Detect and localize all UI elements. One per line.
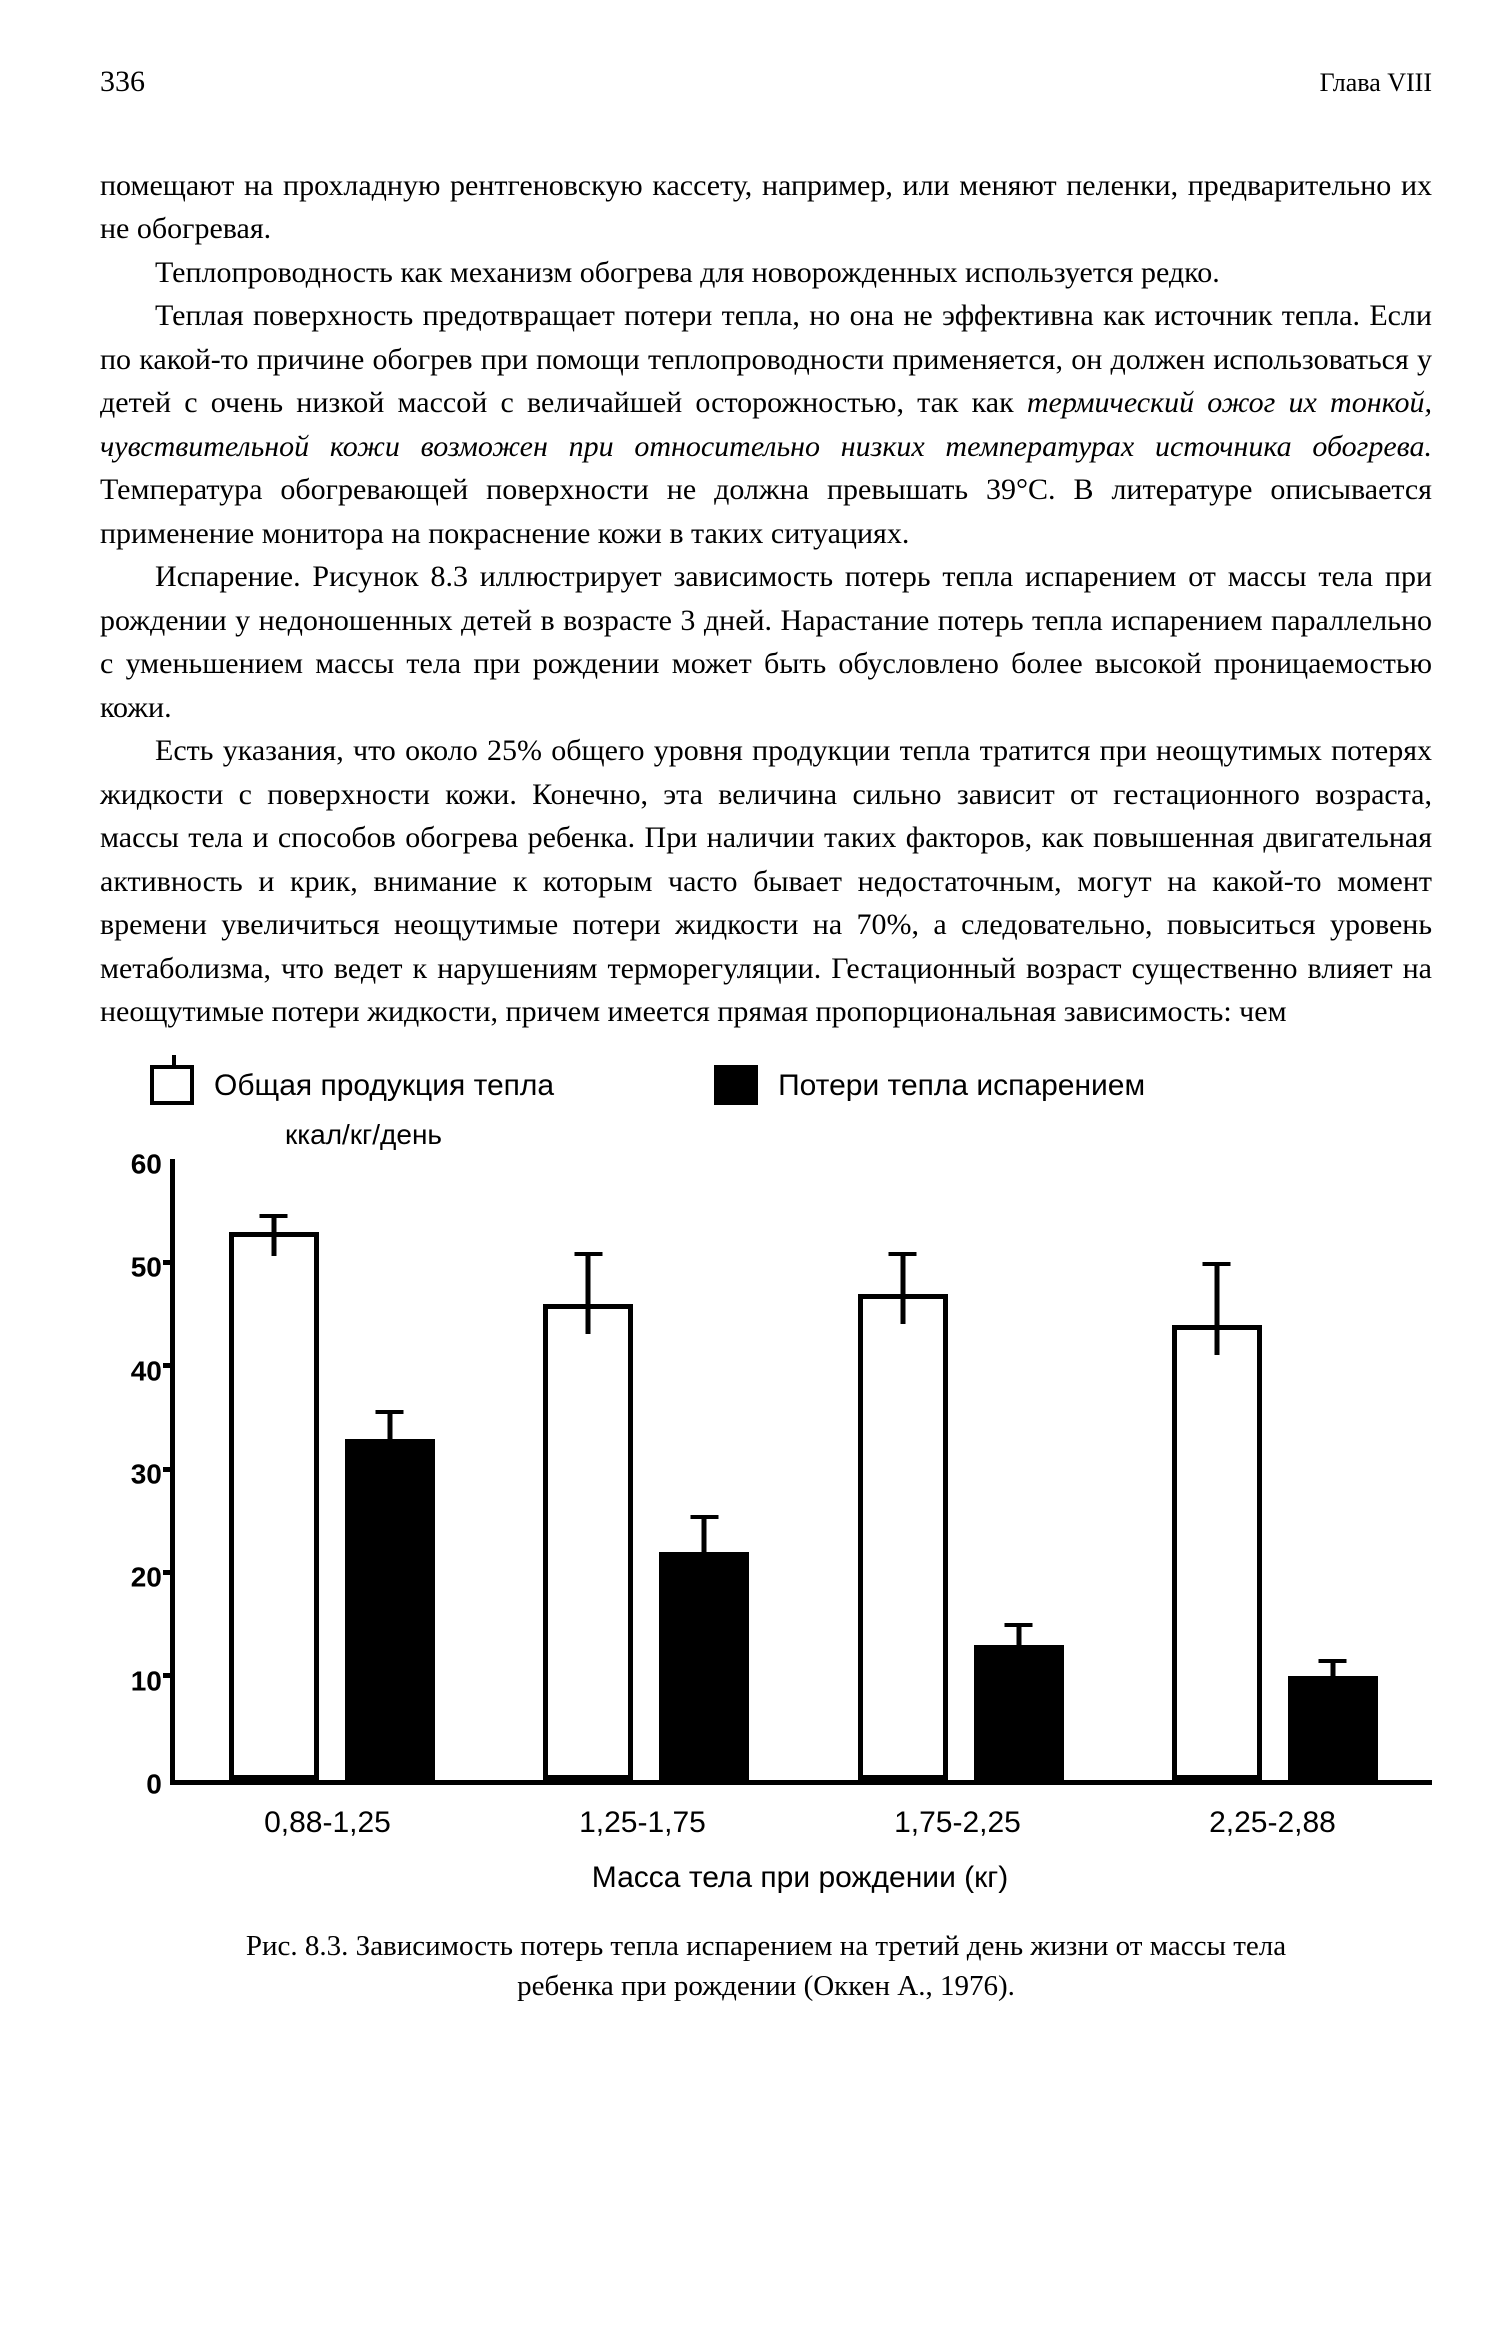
bar-total-heat (543, 1304, 633, 1779)
paragraph-1: помещают на прохладную рентгеновскую кас… (100, 164, 1432, 251)
y-tick-label: 20 (102, 1558, 162, 1599)
x-tick-label: 1,25-1,75 (498, 1801, 788, 1845)
bar-group (187, 1232, 476, 1780)
error-bar (387, 1410, 392, 1462)
y-tick-mark (163, 1260, 175, 1265)
bar-total-heat (858, 1294, 948, 1780)
y-tick-label: 10 (102, 1661, 162, 1702)
bar-chart (170, 1160, 1432, 1785)
y-tick-label: 50 (102, 1248, 162, 1289)
y-tick-label: 30 (102, 1454, 162, 1495)
bar-group (1130, 1325, 1419, 1780)
y-axis-unit: ккал/кг/день (285, 1115, 1432, 1156)
error-bar (271, 1214, 276, 1255)
chart-row: 0102030405060 (100, 1160, 1432, 1785)
legend-swatch-open (150, 1065, 194, 1105)
caption-line-1: Рис. 8.3. Зависимость потерь тепла испар… (246, 1930, 1286, 1962)
y-axis: 0102030405060 (100, 1165, 170, 1785)
y-tick-mark (163, 1363, 175, 1368)
bar-evaporation-loss (1288, 1676, 1378, 1779)
body-text: помещают на прохладную рентгеновскую кас… (100, 164, 1432, 1034)
error-bar (900, 1252, 905, 1324)
x-tick-label: 2,25-2,88 (1128, 1801, 1418, 1845)
paragraph-5: Есть указания, что около 25% общего уров… (100, 729, 1432, 1034)
bar-groups (175, 1160, 1432, 1780)
legend-label-1: Общая продукция тепла (214, 1064, 554, 1108)
y-tick-mark (163, 1570, 175, 1575)
error-bar (1016, 1623, 1021, 1664)
bar-group (816, 1294, 1105, 1780)
error-bar (702, 1515, 707, 1577)
legend-swatch-filled (714, 1065, 758, 1105)
paragraph-3: Теплая поверхность предотвращает потери … (100, 294, 1432, 555)
y-tick-label: 40 (102, 1351, 162, 1392)
bar-evaporation-loss (659, 1552, 749, 1779)
x-tick-label: 1,75-2,25 (813, 1801, 1103, 1845)
paragraph-2: Теплопроводность как механизм обогрева д… (100, 251, 1432, 295)
error-bar (1214, 1262, 1219, 1355)
chart-legend: Общая продукция тепла Потери тепла испар… (150, 1064, 1432, 1108)
bar-evaporation-loss (345, 1439, 435, 1780)
y-tick-mark (163, 1673, 175, 1678)
y-tick-mark (163, 1467, 175, 1472)
bar-evaporation-loss (974, 1645, 1064, 1779)
bar-total-heat (229, 1232, 319, 1780)
paragraph-3c: Температура обогревающей поверхности не … (100, 473, 1432, 550)
x-tick-label: 0,88-1,25 (183, 1801, 473, 1845)
x-axis-title: Масса тела при рождении (кг) (170, 1856, 1430, 1900)
page: 336 Глава VIII помещают на прохладную ре… (0, 0, 1492, 2346)
y-tick-label: 0 (102, 1764, 162, 1805)
y-tick-label: 60 (102, 1144, 162, 1185)
x-axis-labels: 0,88-1,25 1,25-1,75 1,75-2,25 2,25-2,88 (170, 1801, 1430, 1845)
figure-caption: Рис. 8.3. Зависимость потерь тепла испар… (100, 1926, 1432, 2007)
chapter-label: Глава VIII (1320, 64, 1432, 102)
error-bar (1330, 1659, 1335, 1690)
error-bar (586, 1252, 591, 1335)
caption-line-2: ребенка при рождении (Оккен А., 1976). (517, 1970, 1015, 2002)
figure-8-3: Общая продукция тепла Потери тепла испар… (100, 1064, 1432, 2007)
bar-total-heat (1172, 1325, 1262, 1780)
paragraph-4: Испарение. Рисунок 8.3 иллюстрирует зави… (100, 555, 1432, 729)
bar-group (502, 1304, 791, 1779)
page-header: 336 Глава VIII (100, 60, 1432, 104)
legend-label-2: Потери тепла испарением (778, 1064, 1145, 1108)
page-number: 336 (100, 60, 145, 104)
